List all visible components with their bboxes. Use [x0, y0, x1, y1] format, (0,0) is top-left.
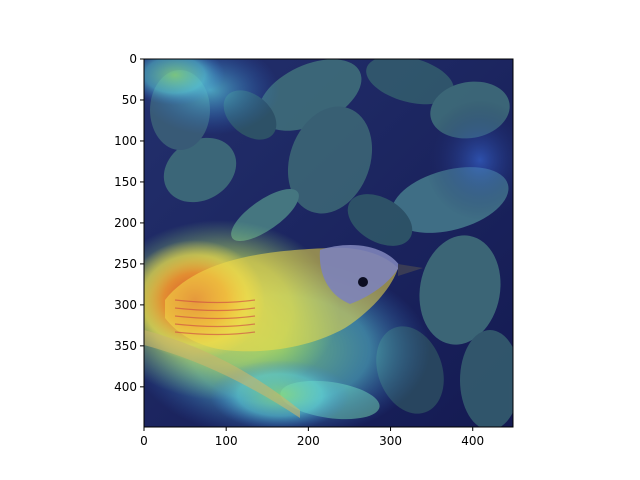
x-tick-label: 100: [215, 434, 238, 448]
branch: [144, 330, 300, 418]
y-tick-label: 350: [114, 339, 137, 353]
heatmap-photo: [144, 59, 513, 427]
y-axis: 0 50 100 150 200 250 300 350 400: [114, 52, 144, 394]
x-axis: 0 100 200 300 400: [140, 427, 484, 448]
x-tick-label: 0: [140, 434, 148, 448]
x-tick-label: 400: [461, 434, 484, 448]
bird-eye: [358, 277, 368, 287]
y-tick-label: 50: [122, 93, 137, 107]
y-tick-label: 400: [114, 380, 137, 394]
y-tick-label: 300: [114, 298, 137, 312]
y-tick-label: 0: [129, 52, 137, 66]
y-tick-label: 100: [114, 134, 137, 148]
x-tick-label: 300: [379, 434, 402, 448]
axes-frame: [143, 58, 514, 428]
bird: [165, 245, 423, 352]
x-tick-label: 200: [297, 434, 320, 448]
y-tick-label: 150: [114, 175, 137, 189]
beak: [398, 264, 423, 276]
y-tick-label: 200: [114, 216, 137, 230]
y-tick-label: 250: [114, 257, 137, 271]
